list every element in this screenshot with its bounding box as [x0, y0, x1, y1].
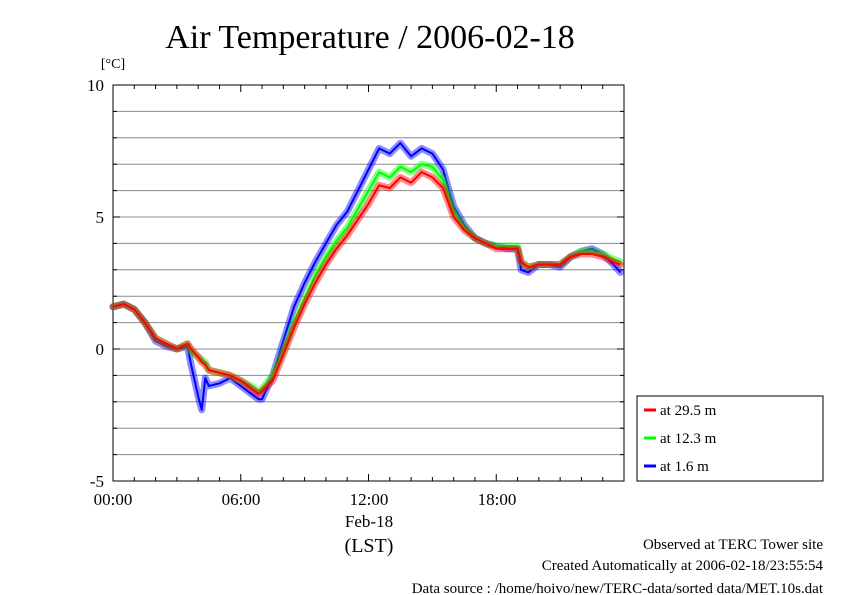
legend-label-29-5m: at 29.5 m [660, 403, 717, 419]
y-tick-label: -5 [90, 472, 104, 491]
footer-created: Created Automatically at 2006-02-18/23:5… [542, 558, 824, 574]
legend-box [636, 395, 824, 482]
footer-source: Data source : /home/hoivo/new/TERC-data/… [412, 581, 824, 595]
chart-title: Air Temperature / 2006-02-18 [165, 19, 575, 56]
x-tick-label: 00:00 [94, 490, 133, 509]
legend-label-12-3m: at 12.3 m [660, 431, 717, 447]
footer-site: Observed at TERC Tower site [643, 537, 823, 553]
series-layer [109, 139, 624, 414]
x-axis-label: (LST) [345, 535, 394, 557]
series-line-at-1-6-m [112, 142, 622, 411]
axis-ticks [112, 84, 625, 482]
x-tick-label: 12:00 [350, 490, 389, 509]
legend: at 29.5 m at 12.3 m at 1.6 m [636, 395, 824, 482]
series-band-at-1-6-m [109, 139, 624, 414]
x-tick-label: 18:00 [478, 490, 517, 509]
x-tick-label: 06:00 [222, 490, 261, 509]
grid [113, 110, 624, 456]
x-tick-labels: 00:00 06:00 12:00 18:00 [94, 490, 517, 509]
plot-frame [112, 84, 625, 482]
y-tick-labels: 10 5 0 -5 [87, 76, 104, 491]
series-line-at-29-5-m [112, 171, 621, 395]
y-axis-unit: [°C] [101, 57, 125, 72]
y-tick-label: 0 [96, 340, 105, 359]
footer: Observed at TERC Tower site Created Auto… [412, 537, 824, 595]
x-date-label: Feb-18 [345, 512, 393, 531]
legend-label-1-6m: at 1.6 m [660, 459, 709, 475]
y-tick-label: 10 [87, 76, 104, 95]
y-tick-label: 5 [96, 208, 105, 227]
